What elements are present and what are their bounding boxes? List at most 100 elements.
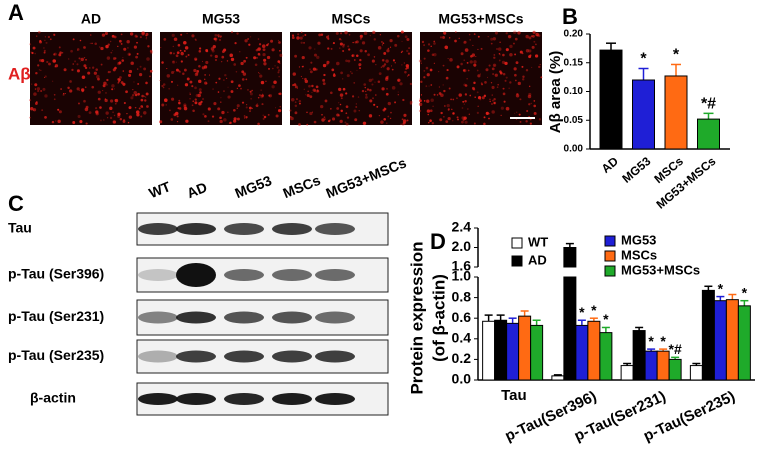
- band: [138, 269, 178, 281]
- speckle: [120, 42, 123, 45]
- speckle: [481, 96, 485, 100]
- speckle: [199, 91, 202, 94]
- speckle: [277, 60, 281, 63]
- speckle: [491, 103, 493, 105]
- speckle: [277, 69, 281, 72]
- speckle: [290, 116, 294, 121]
- speckle: [491, 110, 495, 114]
- speckle: [258, 72, 260, 74]
- speckle: [118, 61, 122, 65]
- speckle: [309, 95, 313, 99]
- speckle: [513, 67, 517, 71]
- speckle: [298, 100, 302, 103]
- speckle: [102, 84, 106, 88]
- speckle: [197, 93, 201, 98]
- speckle: [490, 42, 493, 45]
- speckle: [439, 118, 443, 122]
- speckle: [262, 48, 266, 52]
- speckle: [359, 34, 363, 38]
- speckle: [184, 83, 189, 87]
- speckle: [538, 65, 541, 69]
- speckle: [477, 48, 479, 51]
- speckle: [53, 93, 56, 96]
- speckle: [347, 45, 350, 48]
- speckle: [265, 80, 267, 83]
- y-tick-label: 1.0: [452, 268, 472, 284]
- speckle: [278, 49, 281, 52]
- speckle: [513, 30, 517, 34]
- speckle: [257, 38, 260, 40]
- speckle: [472, 44, 474, 46]
- bar: [644, 350, 658, 381]
- speckle: [382, 108, 386, 112]
- speckle: [377, 80, 381, 84]
- speckle: [331, 68, 335, 72]
- speckle: [377, 46, 382, 50]
- significance-mark: *: [603, 311, 609, 327]
- speckle: [313, 120, 317, 124]
- speckle: [473, 33, 476, 35]
- speckle: [476, 111, 479, 114]
- speckle: [113, 88, 115, 90]
- speckle: [145, 92, 149, 96]
- speckle: [509, 44, 513, 49]
- speckle: [402, 98, 405, 102]
- speckle: [63, 68, 67, 72]
- speckle: [527, 94, 532, 99]
- speckle: [386, 87, 388, 90]
- speckle: [134, 93, 138, 97]
- speckle: [128, 115, 133, 119]
- speckle: [320, 33, 324, 37]
- speckle: [203, 65, 208, 69]
- speckle: [34, 52, 36, 55]
- speckle: [316, 55, 320, 60]
- speckle: [136, 35, 138, 38]
- speckle: [201, 60, 204, 62]
- speckle: [461, 107, 464, 109]
- bar: [599, 49, 623, 150]
- y-tick-label: 0.6: [452, 309, 472, 325]
- speckle: [112, 120, 117, 124]
- speckle: [448, 87, 451, 90]
- speckle: [322, 82, 326, 86]
- speckle: [488, 117, 490, 120]
- bar: [713, 300, 727, 381]
- speckle: [194, 98, 197, 101]
- speckle: [141, 32, 145, 36]
- speckle: [371, 59, 375, 63]
- speckle: [126, 112, 128, 115]
- speckle: [538, 118, 542, 121]
- speckle: [180, 60, 183, 63]
- speckle: [303, 41, 305, 44]
- speckle: [316, 89, 319, 92]
- speckle: [105, 92, 107, 94]
- speckle: [294, 111, 298, 115]
- speckle: [270, 39, 274, 43]
- speckle: [431, 121, 435, 125]
- column-label: MG53+MSCs: [438, 11, 523, 27]
- band: [224, 223, 264, 235]
- speckle: [519, 120, 522, 123]
- speckle: [240, 61, 244, 66]
- speckle: [477, 74, 481, 78]
- speckle: [220, 97, 222, 99]
- speckle: [119, 76, 122, 79]
- speckle: [297, 33, 300, 36]
- speckle: [213, 102, 217, 106]
- speckle: [225, 77, 228, 80]
- speckle: [425, 66, 429, 70]
- speckle: [103, 81, 107, 86]
- speckle: [430, 98, 434, 103]
- speckle: [246, 104, 248, 106]
- speckle: [245, 116, 248, 119]
- speckle: [420, 94, 422, 96]
- speckle: [365, 93, 368, 96]
- bar: [632, 330, 646, 381]
- speckle: [257, 47, 261, 52]
- band: [315, 350, 355, 363]
- bar: [575, 324, 589, 381]
- speckle: [483, 122, 486, 126]
- speckle: [79, 120, 83, 124]
- speckle: [224, 73, 227, 77]
- speckle: [128, 73, 132, 77]
